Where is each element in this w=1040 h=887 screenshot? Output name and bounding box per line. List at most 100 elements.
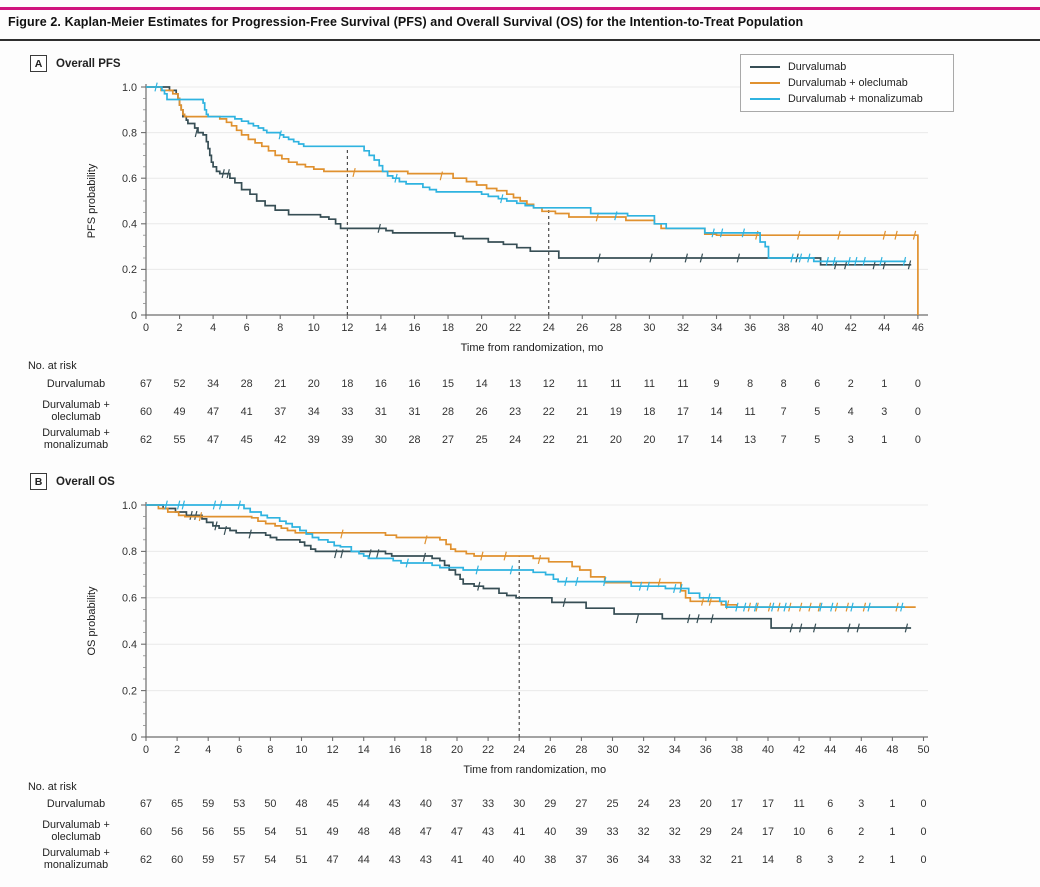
figure-title: Figure 2. Kaplan-Meier Estimates for Pro… [8,15,804,29]
risk-count: 18 [643,406,655,418]
risk-row-label: Durvalumab [47,378,105,390]
risk-count: 56 [171,826,183,838]
risk-count: 20 [308,378,320,390]
risk-count: 31 [408,406,420,418]
y-tick-label: 0.2 [122,264,137,276]
x-tick-label: 42 [793,744,805,756]
x-tick-label: 14 [375,322,387,334]
risk-count: 9 [714,378,720,390]
risk-count: 27 [442,434,454,446]
risk-count: 14 [762,854,774,866]
legend-label-oleclumab: Durvalumab + oleclumab [788,77,908,89]
x-tick-label: 48 [886,744,898,756]
legend-label-durvalumab: Durvalumab [788,61,847,73]
x-tick-label: 36 [744,322,756,334]
risk-count: 21 [274,378,286,390]
risk-count: 49 [174,406,186,418]
x-tick-label: 6 [236,744,242,756]
x-tick-label: 28 [610,322,622,334]
risk-count: 19 [610,406,622,418]
x-tick-label: 12 [341,322,353,334]
risk-count: 57 [233,854,245,866]
risk-row-label: Durvalumab + [42,427,110,439]
title-divider [0,39,1040,41]
x-tick-label: 38 [778,322,790,334]
legend-swatch-oleclumab [750,81,780,85]
panel-a-title: Overall PFS [56,57,121,70]
risk-count: 60 [171,854,183,866]
risk-count: 33 [341,406,353,418]
risk-table-title: No. at risk [28,360,77,372]
x-tick-label: 12 [327,744,339,756]
risk-count: 37 [274,406,286,418]
panel-a-label-box: A [30,55,47,72]
panel-b-header: B Overall OS [30,473,115,490]
risk-count: 0 [920,826,926,838]
x-tick-label: 34 [711,322,723,334]
risk-count: 23 [509,406,521,418]
risk-count: 3 [827,854,833,866]
y-tick-label: 0.4 [122,219,137,231]
y-tick-label: 0.8 [122,127,137,139]
risk-count: 22 [543,434,555,446]
curve-durvalumab-monalizumab [146,500,905,612]
risk-count: 28 [442,406,454,418]
y-tick-label: 0.8 [122,546,137,558]
axes: 00.20.40.60.81.00 2 4 6 8 10 12 14 16 18 20 22 24 26 2… [122,82,928,334]
risk-count: 34 [308,406,320,418]
risk-count: 25 [606,798,618,810]
x-tick-label: 16 [389,744,401,756]
risk-count: 0 [915,378,921,390]
risk-count: 54 [264,854,276,866]
risk-count: 47 [327,854,339,866]
axes: 00.20.40.60.81.00 2 4 6 8 10 12 14 16 18 20 22 24 26 2… [122,500,930,756]
risk-count: 32 [669,826,681,838]
risk-table: No. at risk Durvalumab 67 65 59 53 50 48 45 44 43 4… [28,781,927,871]
risk-count: 52 [174,378,186,390]
risk-count: 24 [638,798,650,810]
risk-count: 8 [781,378,787,390]
x-axis-title: Time from randomization, mo [461,342,604,354]
x-tick-label: 46 [912,322,924,334]
risk-count: 60 [140,826,152,838]
risk-count: 1 [889,826,895,838]
x-tick-label: 10 [308,322,320,334]
risk-count: 67 [140,798,152,810]
risk-count: 32 [700,854,712,866]
risk-table-title: No. at risk [28,781,77,793]
x-tick-label: 8 [277,322,283,334]
risk-count: 11 [744,406,755,418]
risk-count: 40 [420,798,432,810]
risk-count: 60 [140,406,152,418]
x-tick-label: 2 [177,322,183,334]
risk-count: 4 [848,406,854,418]
x-tick-label: 20 [451,744,463,756]
km-plot-pfs: 00.20.40.60.81.00 2 4 6 8 10 12 14 16 18 20 22 24 26 2… [28,82,928,451]
x-tick-label: 26 [544,744,556,756]
risk-count: 54 [264,826,276,838]
risk-count: 1 [889,798,895,810]
risk-count: 45 [327,798,339,810]
risk-count: 48 [295,798,307,810]
risk-count: 11 [644,378,655,390]
risk-count: 39 [575,826,587,838]
y-tick-label: 0.2 [122,685,137,697]
risk-count: 48 [358,826,370,838]
y-tick-label: 0.6 [122,173,137,185]
risk-count: 39 [341,434,353,446]
risk-count: 3 [848,434,854,446]
risk-count: 59 [202,854,214,866]
risk-count: 45 [241,434,253,446]
legend-swatch-monalizumab [750,97,780,101]
x-tick-label: 26 [576,322,588,334]
km-plot-os: 00.20.40.60.81.00 2 4 6 8 10 12 14 16 18 20 22 24 26 2… [28,500,930,871]
risk-count: 51 [295,826,307,838]
risk-count: 22 [543,406,555,418]
risk-count: 24 [509,434,521,446]
risk-count: 41 [513,826,525,838]
x-tick-label: 22 [482,744,494,756]
risk-count: 28 [408,434,420,446]
risk-count: 37 [575,854,587,866]
legend-label-monalizumab: Durvalumab + monalizumab [788,93,923,105]
